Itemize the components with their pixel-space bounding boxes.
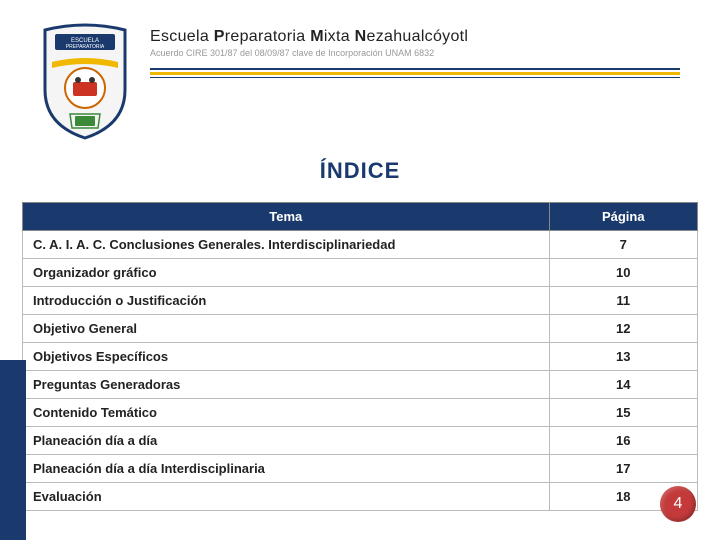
table-row: Objetivos Específicos13 bbox=[23, 343, 698, 371]
cell-tema: C. A. I. A. C. Conclusiones Generales. I… bbox=[23, 231, 550, 259]
page-number: 4 bbox=[674, 495, 683, 513]
table-row: Planeación día a día Interdisciplinaria1… bbox=[23, 455, 698, 483]
cell-pagina: 10 bbox=[549, 259, 698, 287]
school-name-part: ezahualcóyotl bbox=[367, 28, 469, 45]
cell-tema: Planeación día a día bbox=[23, 427, 550, 455]
table-row: C. A. I. A. C. Conclusiones Generales. I… bbox=[23, 231, 698, 259]
cell-tema: Organizador gráfico bbox=[23, 259, 550, 287]
col-header-pagina: Página bbox=[549, 203, 698, 231]
table-row: Contenido Temático15 bbox=[23, 399, 698, 427]
cell-tema: Preguntas Generadoras bbox=[23, 371, 550, 399]
school-name: Escuela Preparatoria Mixta Nezahualcóyot… bbox=[150, 28, 680, 46]
cell-tema: Objetivo General bbox=[23, 315, 550, 343]
cell-tema: Planeación día a día Interdisciplinaria bbox=[23, 455, 550, 483]
cell-pagina: 17 bbox=[549, 455, 698, 483]
cell-pagina: 7 bbox=[549, 231, 698, 259]
school-name-part: P bbox=[214, 28, 225, 45]
header-rule bbox=[150, 68, 680, 78]
table-row: Preguntas Generadoras14 bbox=[23, 371, 698, 399]
cell-pagina: 14 bbox=[549, 371, 698, 399]
cell-tema: Objetivos Específicos bbox=[23, 343, 550, 371]
school-name-part: M bbox=[310, 28, 324, 45]
index-table-wrap: Tema Página C. A. I. A. C. Conclusiones … bbox=[0, 202, 720, 511]
table-row: Planeación día a día16 bbox=[23, 427, 698, 455]
cell-pagina: 13 bbox=[549, 343, 698, 371]
cell-tema: Evaluación bbox=[23, 483, 550, 511]
cell-pagina: 16 bbox=[549, 427, 698, 455]
page-title: ÍNDICE bbox=[0, 158, 720, 184]
header-text: Escuela Preparatoria Mixta Nezahualcóyot… bbox=[150, 20, 680, 78]
header: ESCUELA PREPARATORIA Escuela Preparatori… bbox=[0, 0, 720, 150]
cell-pagina: 11 bbox=[549, 287, 698, 315]
table-row: Introducción o Justificación11 bbox=[23, 287, 698, 315]
svg-text:PREPARATORIA: PREPARATORIA bbox=[66, 44, 105, 50]
table-row: Evaluación18 bbox=[23, 483, 698, 511]
cell-tema: Contenido Temático bbox=[23, 399, 550, 427]
school-name-part: Escuela bbox=[150, 28, 214, 45]
page-number-badge: 4 bbox=[660, 486, 696, 522]
index-table: Tema Página C. A. I. A. C. Conclusiones … bbox=[22, 202, 698, 511]
col-header-tema: Tema bbox=[23, 203, 550, 231]
school-name-part: reparatoria bbox=[225, 28, 310, 45]
table-row: Objetivo General12 bbox=[23, 315, 698, 343]
school-name-part: N bbox=[355, 28, 367, 45]
left-accent-bar bbox=[0, 360, 26, 540]
cell-pagina: 15 bbox=[549, 399, 698, 427]
school-name-part: ixta bbox=[324, 28, 355, 45]
school-crest: ESCUELA PREPARATORIA bbox=[40, 20, 130, 140]
school-subtitle: Acuerdo CIRE 301/87 del 08/09/87 clave d… bbox=[150, 48, 680, 58]
table-row: Organizador gráfico10 bbox=[23, 259, 698, 287]
cell-pagina: 12 bbox=[549, 315, 698, 343]
cell-tema: Introducción o Justificación bbox=[23, 287, 550, 315]
